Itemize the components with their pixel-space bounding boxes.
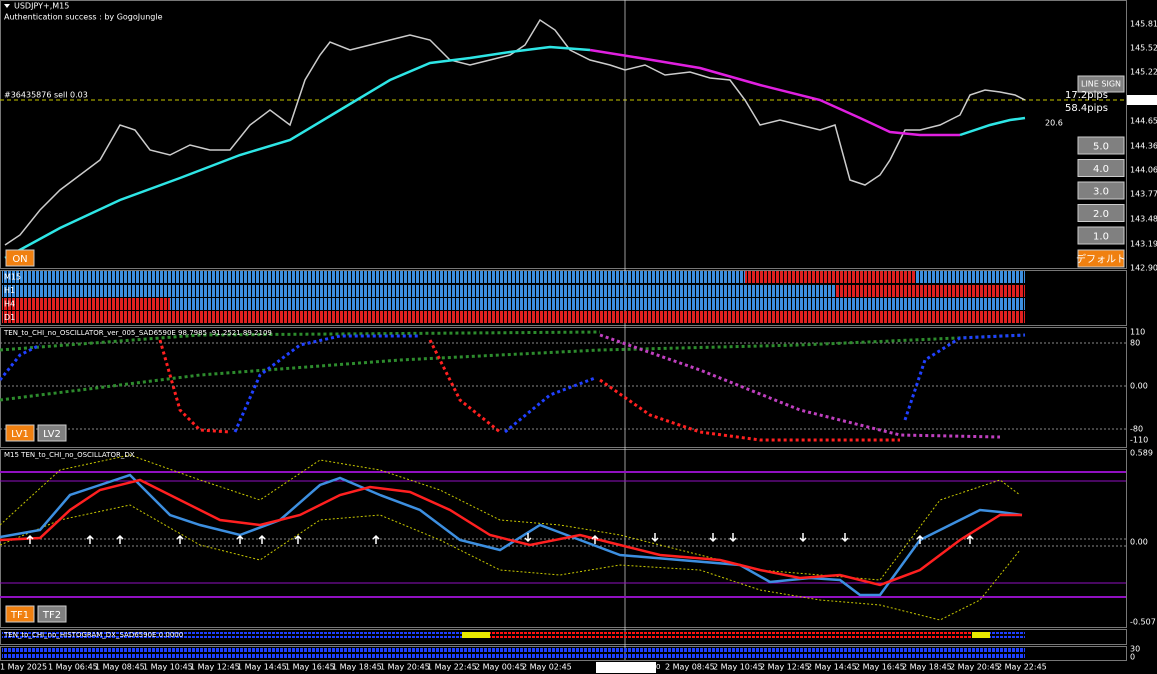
dx-axis-label: 0.00 xyxy=(1130,538,1148,547)
dx-levels xyxy=(0,471,1126,598)
oscillator-axis-label: 80 xyxy=(1130,339,1140,348)
trend-stripes xyxy=(2,271,1025,323)
time-label: 1 May 18:45 xyxy=(332,663,382,672)
oscillator-axis-label: -110 xyxy=(1130,436,1148,445)
dx-title: M15 TEN_to_CHI_no_OSCILLATOR_DX xyxy=(4,451,135,459)
time-label: 1 May 20:45 xyxy=(380,663,430,672)
timeframe-toggle-label: TF1 xyxy=(10,610,29,621)
time-label: 2 May 22:45 xyxy=(997,663,1047,672)
auth-status: Authentication success : by GogoJungle xyxy=(4,13,163,22)
crosshair-time: 2025.05.02 07:00 xyxy=(598,663,660,671)
oscillator-dots xyxy=(0,330,1026,442)
moving-average-slow xyxy=(589,48,960,137)
pips-blue: 17.2pips xyxy=(1065,90,1108,101)
price-label: 143.485 xyxy=(1130,215,1157,224)
default-button-label: デフォルト xyxy=(1076,253,1126,266)
histogram-blocks xyxy=(2,632,1025,658)
price-label: 145.815 xyxy=(1130,20,1157,29)
time-label: 2 May 00:45 xyxy=(475,663,525,672)
price-line xyxy=(4,18,1026,246)
spread: 20.6 xyxy=(1045,119,1063,128)
level-button[interactable] xyxy=(1077,204,1125,222)
dx-arrows xyxy=(26,533,974,544)
trend-row-label: M15 xyxy=(4,273,21,282)
level-button-label: 1.0 xyxy=(1093,232,1109,243)
dx-lines xyxy=(0,454,1023,621)
moving-average-fast-2 xyxy=(959,116,1026,137)
time-label: 2 May 20:45 xyxy=(950,663,1000,672)
time-label: 2 May 14:45 xyxy=(807,663,857,672)
histogram-title: TEN_to_CHI_no_HISTOGRAM_DX_SAD6590E 0.00… xyxy=(3,631,183,639)
default-button[interactable] xyxy=(1077,249,1125,268)
symbol: USDJPY+,M15 xyxy=(14,2,69,11)
level-button-label: 4.0 xyxy=(1093,164,1109,175)
price-label: 145.225 xyxy=(1130,68,1157,77)
price-label: 143.775 xyxy=(1130,190,1157,199)
price-label: 144.650 xyxy=(1130,117,1157,126)
time-label: 1 May 16:45 xyxy=(285,663,335,672)
price-label: 144.360 xyxy=(1130,142,1157,151)
on-button-label: ON xyxy=(12,254,27,265)
time-label: 2 May 12:45 xyxy=(760,663,810,672)
time-label: 2 May 02:45 xyxy=(522,663,572,672)
dx-axis-label: -0.507 xyxy=(1130,618,1156,627)
level-toggle-label: LV1 xyxy=(11,429,29,440)
level-button[interactable] xyxy=(1077,159,1125,177)
level-button[interactable] xyxy=(1077,136,1125,155)
oscillator-title: TEN_to_CHI_no_OSCILLATOR_ver_005_SAD6590… xyxy=(3,329,272,337)
level-button[interactable] xyxy=(1077,181,1125,200)
oscillator-axis-label: 110 xyxy=(1130,328,1145,337)
level-toggle-label: LV2 xyxy=(43,429,61,440)
time-label: 2 May 16:45 xyxy=(855,663,905,672)
bottom-axis-label: 0 xyxy=(1130,653,1135,662)
moving-average-fast xyxy=(4,45,591,260)
time-label: 1 May 2025 xyxy=(0,663,47,672)
line-sign-label: LINE SIGN xyxy=(1081,80,1121,89)
level-toggle[interactable] xyxy=(37,424,67,442)
time-label: 1 May 22:45 xyxy=(427,663,477,672)
order-label: #36435876 sell 0.03 xyxy=(4,91,88,100)
trend-row-label: D1 xyxy=(4,313,15,322)
time-label: 2 May 10:45 xyxy=(713,663,763,672)
time-label: 1 May 10:45 xyxy=(143,663,193,672)
level-button-label: 5.0 xyxy=(1093,142,1109,153)
price-label: 143.190 xyxy=(1130,240,1157,249)
bottom-axis-label: 30 xyxy=(1130,645,1140,654)
current-price-box xyxy=(1127,95,1157,105)
current-price: 144.896 xyxy=(1129,96,1157,105)
price-label: 145.525 xyxy=(1130,44,1157,53)
time-label: 1 May 06:45 xyxy=(48,663,98,672)
time-label: 1 May 08:45 xyxy=(95,663,145,672)
level-toggle[interactable] xyxy=(5,424,35,442)
crosshair-time-box xyxy=(596,662,656,673)
oscillator-axis-label: 0.00 xyxy=(1130,382,1148,391)
time-label: 2 May 18:45 xyxy=(902,663,952,672)
dx-axis-label: 0.589 xyxy=(1130,449,1153,458)
timeframe-toggle-label: TF2 xyxy=(42,610,61,621)
trend-row-label: H4 xyxy=(4,300,15,309)
level-button-label: 2.0 xyxy=(1093,209,1109,220)
price-label: 142.900 xyxy=(1130,264,1157,273)
trend-row-label: H1 xyxy=(4,286,15,295)
oscillator-axis-label: -80 xyxy=(1130,425,1143,434)
timeframe-toggle[interactable] xyxy=(37,605,67,623)
pips-red: 58.4pips xyxy=(1065,103,1108,114)
time-label: 1 May 12:45 xyxy=(190,663,240,672)
time-label: 2 May 08:45 xyxy=(665,663,715,672)
line-sign-button[interactable] xyxy=(1077,75,1125,93)
level-button-label: 3.0 xyxy=(1093,187,1109,198)
on-button[interactable] xyxy=(5,249,35,267)
price-label: 144.065 xyxy=(1130,166,1157,175)
level-button[interactable] xyxy=(1077,226,1125,245)
timeframe-toggle[interactable] xyxy=(5,605,35,623)
menu-arrow xyxy=(4,4,10,8)
time-label: 1 May 14:45 xyxy=(237,663,287,672)
panel-frames xyxy=(0,0,1127,661)
